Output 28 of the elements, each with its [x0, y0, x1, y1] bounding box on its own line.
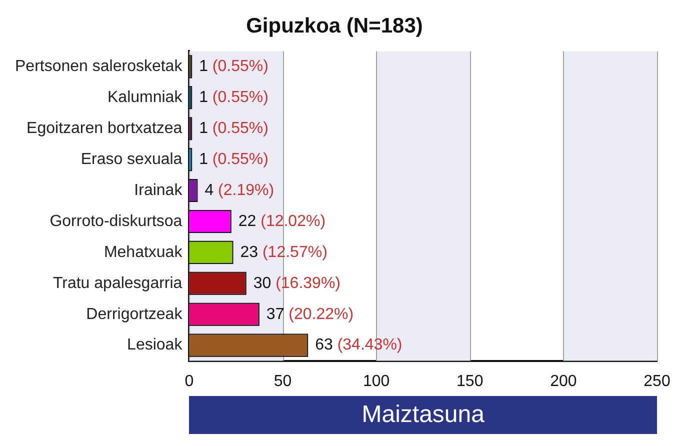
y-tick-label: Mehatxuak [104, 244, 184, 261]
x-tick-label: 50 [274, 372, 292, 390]
chart-title: Gipuzkoa (N=183) [246, 14, 423, 38]
data-label: 1 (0.55%) [199, 150, 268, 168]
y-tick-label: Lesioak [127, 336, 184, 354]
y-tick-label: Tratu apalesgarria [52, 274, 182, 292]
data-label: 1 (0.55%) [199, 120, 268, 138]
x-axis-title: Maiztasuna [189, 396, 657, 434]
data-label: 37 (20.22%) [266, 306, 354, 323]
y-tick-label: Pertsonen salerosketak [15, 58, 184, 76]
x-tick-label: 200 [550, 372, 577, 390]
y-tick-label: Irainak [134, 182, 184, 199]
x-tick-label: 0 [184, 372, 194, 390]
y-tick-label: Kalumniak [108, 89, 184, 106]
data-label: 22 (12.02%) [238, 212, 326, 230]
data-label: 30 (16.39%) [253, 274, 341, 292]
data-label: 1 (0.55%) [199, 58, 268, 76]
data-label: 23 (12.57%) [240, 244, 328, 261]
y-tick-label: Egoitzaren bortxatzea [26, 120, 182, 138]
x-tick-label: 150 [456, 372, 484, 390]
data-label: 1 (0.55%) [199, 89, 268, 106]
y-tick-label: Gorroto-diskurtsoa [50, 212, 182, 230]
y-tick-label: Eraso sexuala [80, 150, 182, 168]
y-tick-label: Derrigortzeak [86, 306, 184, 323]
x-tick-label: 250 [644, 372, 670, 390]
data-label: 4 (2.19%) [204, 182, 274, 199]
x-tick-label: 100 [362, 372, 390, 390]
data-label: 63 (34.43%) [315, 336, 402, 354]
